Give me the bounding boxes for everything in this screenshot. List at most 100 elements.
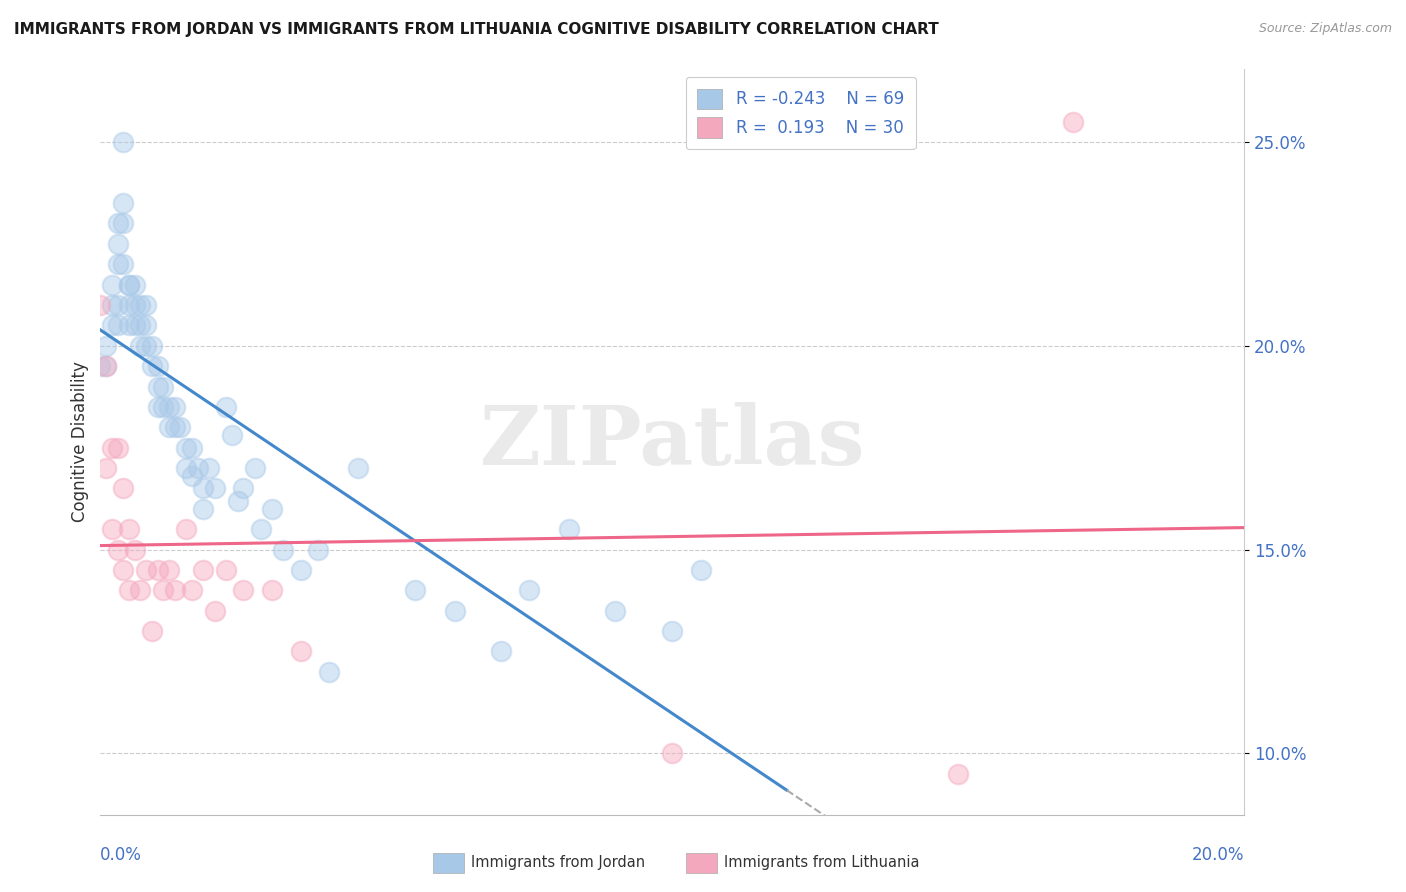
Point [118, 583, 141, 598]
Point [215, 400, 238, 414]
Point [152, 379, 174, 393]
Point [180, 469, 202, 483]
Point [157, 400, 180, 414]
Text: IMMIGRANTS FROM JORDAN VS IMMIGRANTS FROM LITHUANIA COGNITIVE DISABILITY CORRELA: IMMIGRANTS FROM JORDAN VS IMMIGRANTS FRO… [14, 22, 939, 37]
Point [135, 318, 157, 333]
Point [94, 359, 117, 373]
Point [273, 542, 295, 557]
Point [101, 522, 124, 536]
Text: 20.0%: 20.0% [1192, 846, 1244, 863]
Point [94, 339, 117, 353]
Point [107, 216, 129, 230]
Point [107, 298, 129, 312]
Point [169, 420, 191, 434]
Point [163, 583, 186, 598]
Point [112, 482, 135, 496]
Point [107, 441, 129, 455]
Point [129, 298, 152, 312]
Point [221, 428, 243, 442]
Point [661, 624, 683, 639]
Point [94, 359, 117, 373]
Point [89, 298, 111, 312]
Point [152, 583, 174, 598]
Point [346, 461, 368, 475]
Point [146, 359, 169, 373]
Point [605, 604, 627, 618]
Point [146, 563, 169, 577]
Point [174, 441, 197, 455]
Point [112, 135, 135, 149]
Point [307, 542, 329, 557]
Y-axis label: Cognitive Disability: Cognitive Disability [72, 361, 89, 522]
Point [118, 277, 141, 292]
Legend: R = -0.243    N = 69, R =  0.193    N = 30: R = -0.243 N = 69, R = 0.193 N = 30 [686, 77, 915, 149]
Point [129, 583, 152, 598]
Text: Source: ZipAtlas.com: Source: ZipAtlas.com [1258, 22, 1392, 36]
Point [107, 236, 129, 251]
Point [141, 339, 163, 353]
Point [135, 298, 157, 312]
Point [226, 493, 249, 508]
Point [519, 583, 541, 598]
Point [193, 501, 215, 516]
Point [107, 318, 129, 333]
Point [489, 644, 512, 658]
Point [135, 339, 157, 353]
Point [204, 482, 226, 496]
Point [129, 339, 152, 353]
Point [215, 563, 238, 577]
Point [1062, 114, 1084, 128]
Point [232, 482, 254, 496]
Point [89, 359, 111, 373]
Point [157, 563, 180, 577]
Point [180, 583, 202, 598]
Point [101, 318, 124, 333]
Point [290, 644, 312, 658]
Point [193, 563, 215, 577]
Point [101, 441, 124, 455]
Point [124, 277, 146, 292]
Point [232, 583, 254, 598]
Point [152, 400, 174, 414]
Point [124, 318, 146, 333]
Point [118, 522, 141, 536]
Point [243, 461, 266, 475]
Point [118, 318, 141, 333]
Point [163, 400, 186, 414]
Point [118, 298, 141, 312]
Point [163, 420, 186, 434]
Point [290, 563, 312, 577]
Point [948, 766, 970, 780]
Point [146, 379, 169, 393]
Point [112, 196, 135, 211]
Point [112, 216, 135, 230]
Point [141, 624, 163, 639]
Point [193, 482, 215, 496]
Point [558, 522, 581, 536]
Point [124, 298, 146, 312]
Point [690, 563, 713, 577]
Text: ZIPatlas: ZIPatlas [479, 401, 865, 482]
Point [146, 400, 169, 414]
Point [141, 359, 163, 373]
Point [101, 277, 124, 292]
Point [101, 298, 124, 312]
Text: 0.0%: 0.0% [100, 846, 142, 863]
Point [107, 257, 129, 271]
Point [174, 522, 197, 536]
Point [174, 461, 197, 475]
Text: Immigrants from Jordan: Immigrants from Jordan [471, 855, 645, 871]
Text: Immigrants from Lithuania: Immigrants from Lithuania [724, 855, 920, 871]
Point [157, 420, 180, 434]
Point [112, 563, 135, 577]
Point [129, 318, 152, 333]
Point [124, 542, 146, 557]
Point [118, 277, 141, 292]
Point [260, 583, 283, 598]
Point [135, 563, 157, 577]
Point [249, 522, 271, 536]
Point [318, 665, 340, 679]
Point [180, 441, 202, 455]
Point [107, 542, 129, 557]
Point [444, 604, 467, 618]
